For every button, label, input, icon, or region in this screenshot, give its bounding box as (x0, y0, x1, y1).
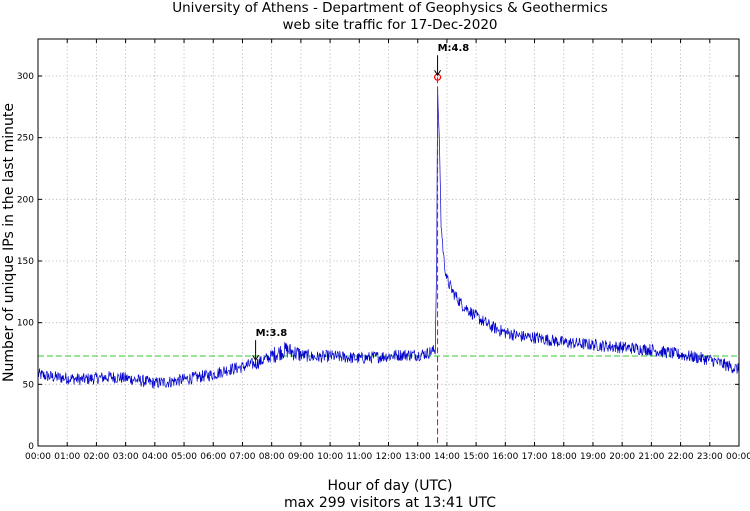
x-tick-label: 13:00 (405, 452, 431, 462)
y-tick-label: 300 (17, 72, 34, 82)
quake-annotation-arrowhead (434, 69, 441, 77)
x-axis-ticks: 00:00 01:00 02:00 03:00 04:00 05:00 06:00 07:00… (25, 39, 750, 462)
x-tick-label: 17:00 (522, 452, 548, 462)
x-tick-label: 14:00 (434, 452, 460, 462)
y-tick-label: 0 (28, 442, 34, 452)
y-tick-label: 50 (23, 380, 35, 390)
traffic-series-line (37, 89, 740, 389)
series-layer (37, 89, 740, 389)
x-tick-label: 04:00 (142, 452, 168, 462)
y-tick-label: 200 (17, 195, 34, 205)
x-tick-label: 05:00 (171, 452, 197, 462)
y-tick-label: 150 (17, 257, 34, 267)
y-axis-ticks: 0 50 100 150 200 250 300 (17, 72, 739, 452)
grid (38, 39, 739, 446)
annotations: M:3.8 M:4.8 (252, 43, 470, 362)
x-tick-label: 02:00 (83, 452, 109, 462)
x-tick-label: 08:00 (259, 452, 285, 462)
y-tick-label: 100 (17, 319, 34, 329)
x-tick-label: 12:00 (376, 452, 402, 462)
x-tick-label: 16:00 (492, 452, 518, 462)
x-tick-label: 22:00 (668, 452, 694, 462)
chart-footer: max 299 visitors at 13:41 UTC (284, 495, 496, 511)
x-tick-label: 15:00 (463, 452, 489, 462)
x-tick-label: 00:00 (25, 452, 51, 462)
x-tick-label: 09:00 (288, 452, 314, 462)
quake-annotation-label: M:3.8 (256, 328, 288, 339)
x-tick-label: 01:00 (54, 452, 80, 462)
x-tick-label: 23:00 (697, 452, 723, 462)
x-tick-label: 11:00 (346, 452, 372, 462)
x-tick-label: 19:00 (580, 452, 606, 462)
y-axis-label: Number of unique IPs in the last minute (1, 103, 17, 382)
x-tick-label: 07:00 (229, 452, 255, 462)
x-tick-label: 00:00 (726, 452, 750, 462)
x-tick-label: 20:00 (609, 452, 635, 462)
x-axis-label: Hour of day (UTC) (328, 478, 453, 494)
x-tick-label: 18:00 (551, 452, 577, 462)
x-tick-label: 03:00 (113, 452, 139, 462)
y-tick-label: 250 (17, 134, 34, 144)
quake-annotation-arrowhead (252, 354, 260, 362)
x-tick-label: 21:00 (638, 452, 664, 462)
quake-annotation-label: M:4.8 (438, 43, 470, 54)
chart-subtitle: web site traffic for 17-Dec-2020 (282, 17, 497, 33)
chart-title: University of Athens - Department of Geo… (172, 0, 608, 16)
x-tick-label: 10:00 (317, 452, 343, 462)
x-tick-label: 06:00 (200, 452, 226, 462)
